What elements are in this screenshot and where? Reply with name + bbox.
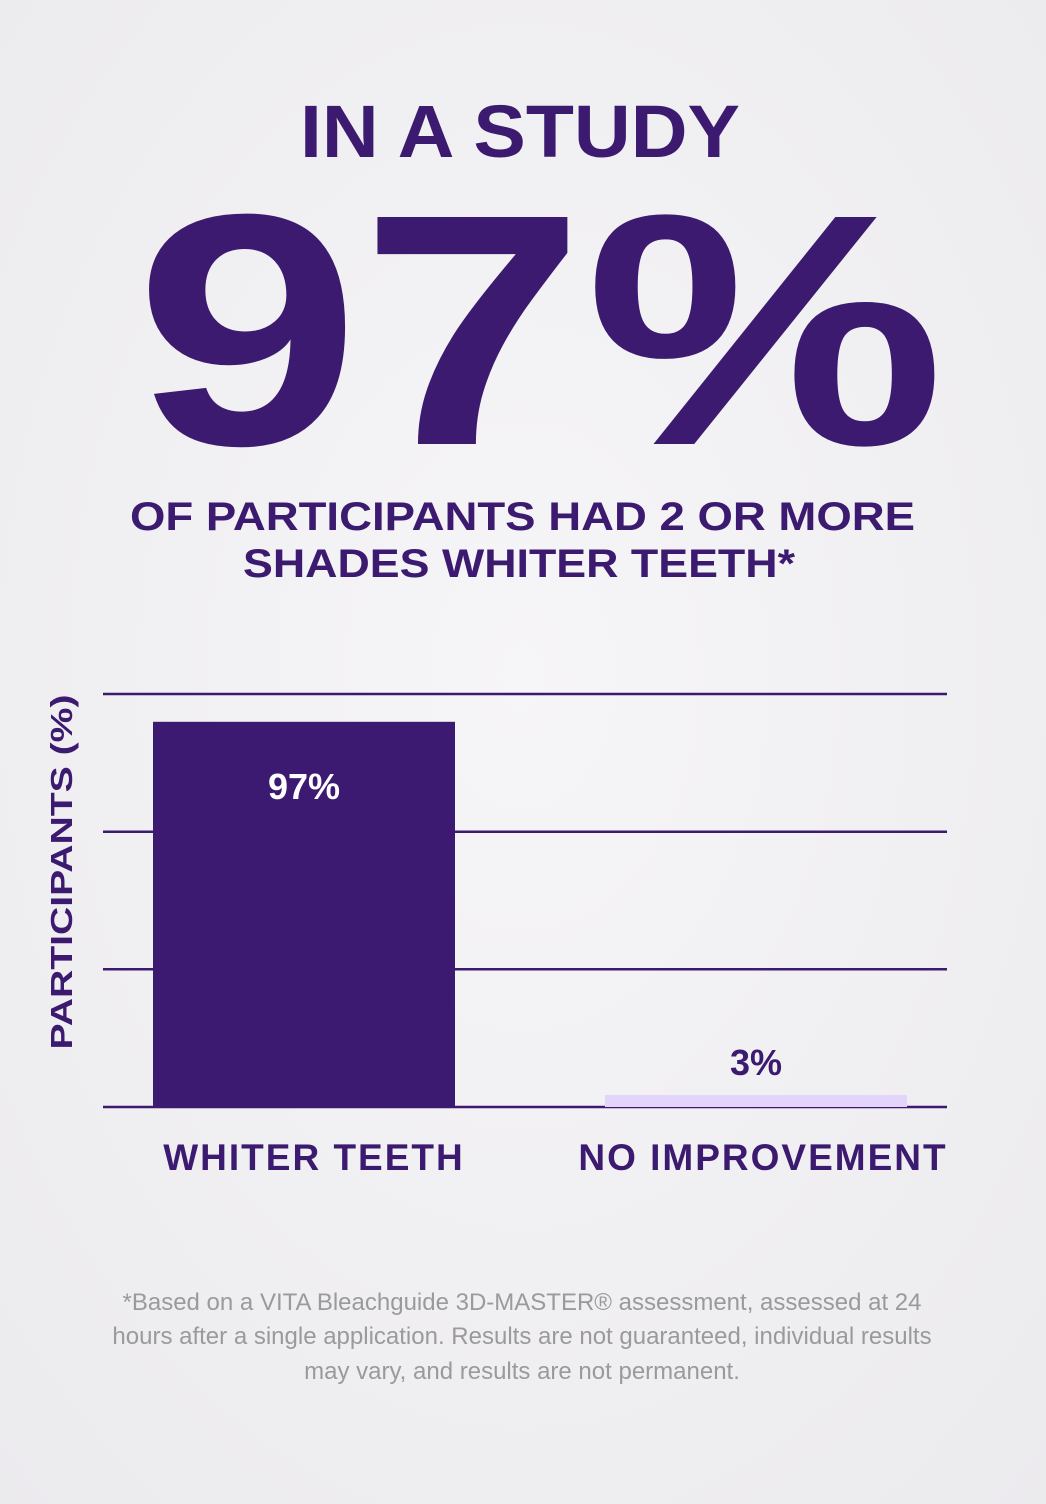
footnote-line: hours after a single application. Result… [112,1323,931,1350]
value-label: 3% [730,1042,782,1083]
footnote-line: may vary, and results are not permanent. [304,1358,740,1385]
subtitle-line: SHADES WHITER TEETH* [243,542,795,586]
subtitle-line: OF PARTICIPANTS HAD 2 OR MORE [130,495,915,539]
bar [153,721,455,1107]
x-tick-label: NO IMPROVEMENT [578,1137,947,1178]
value-label: 97% [268,766,340,807]
y-axis-label: PARTICIPANTS (%) [44,695,79,1050]
chart-title: IN A STUDY [300,90,740,173]
bar [605,1095,907,1107]
headline-stat: 97% [135,145,945,514]
x-tick-label: WHITER TEETH [163,1137,464,1178]
footnote-line: *Based on a VITA Bleachguide 3D-MASTER® … [123,1289,922,1316]
